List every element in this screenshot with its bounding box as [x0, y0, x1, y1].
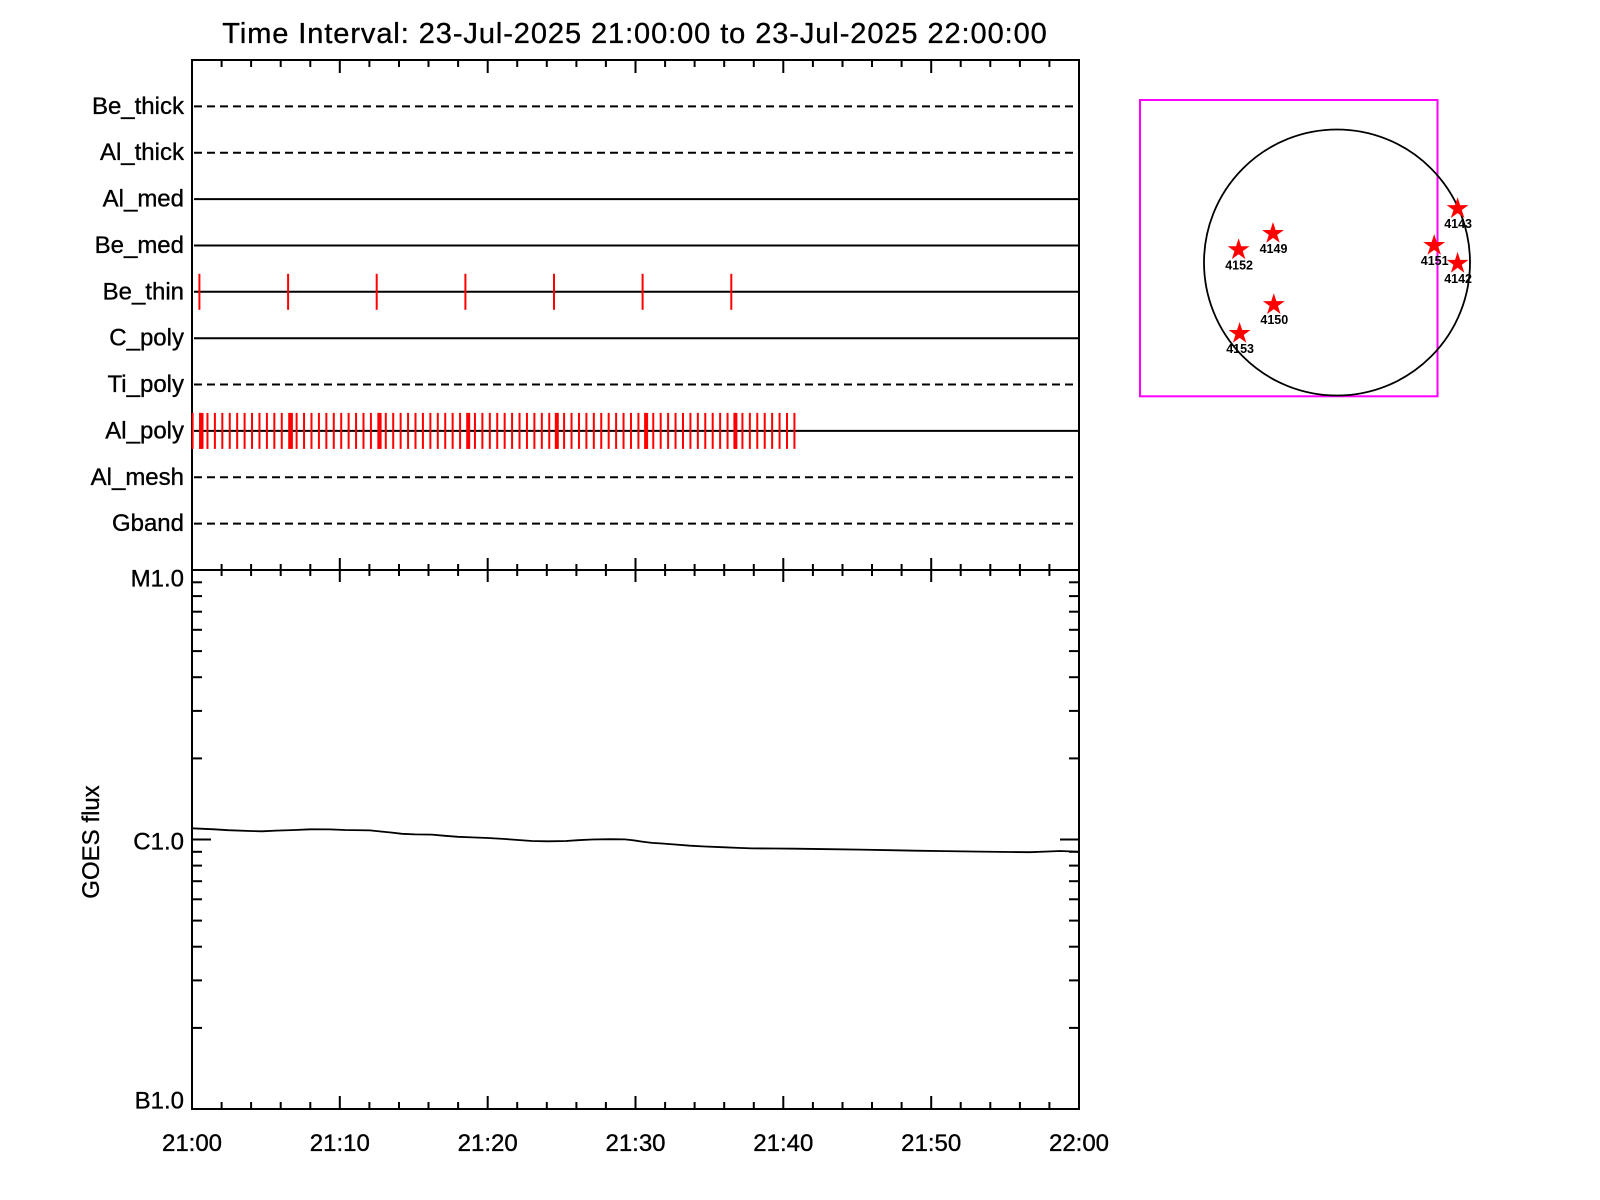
svg-text:Al_med: Al_med: [103, 186, 184, 213]
svg-text:21:10: 21:10: [310, 1130, 370, 1157]
svg-text:C_poly: C_poly: [109, 325, 184, 352]
svg-text:Ti_poly: Ti_poly: [108, 371, 184, 398]
svg-text:Be_thick: Be_thick: [92, 93, 185, 120]
svg-text:21:00: 21:00: [162, 1130, 222, 1157]
svg-text:Be_thin: Be_thin: [103, 278, 184, 305]
svg-text:Al_thick: Al_thick: [100, 139, 185, 166]
svg-text:21:40: 21:40: [753, 1130, 813, 1157]
svg-text:B1.0: B1.0: [135, 1088, 184, 1115]
svg-text:4149: 4149: [1260, 242, 1288, 256]
svg-text:4150: 4150: [1260, 313, 1288, 327]
svg-text:C1.0: C1.0: [133, 829, 184, 856]
svg-text:Al_mesh: Al_mesh: [91, 464, 184, 491]
svg-text:4152: 4152: [1225, 258, 1253, 272]
svg-text:Be_med: Be_med: [95, 232, 184, 259]
svg-text:21:50: 21:50: [901, 1130, 961, 1157]
svg-text:Gband: Gband: [112, 510, 184, 537]
svg-text:4142: 4142: [1444, 272, 1472, 286]
svg-text:M1.0: M1.0: [131, 566, 184, 593]
svg-text:GOES flux: GOES flux: [78, 785, 105, 898]
svg-text:22:00: 22:00: [1049, 1130, 1109, 1157]
svg-text:Al_poly: Al_poly: [105, 417, 184, 444]
svg-text:Time Interval: 23-Jul-2025 21:: Time Interval: 23-Jul-2025 21:00:00 to 2…: [222, 18, 1047, 50]
svg-text:21:20: 21:20: [458, 1130, 518, 1157]
svg-text:21:30: 21:30: [605, 1130, 665, 1157]
svg-text:4143: 4143: [1444, 217, 1472, 231]
svg-text:4151: 4151: [1421, 254, 1449, 268]
svg-text:4153: 4153: [1226, 342, 1254, 356]
